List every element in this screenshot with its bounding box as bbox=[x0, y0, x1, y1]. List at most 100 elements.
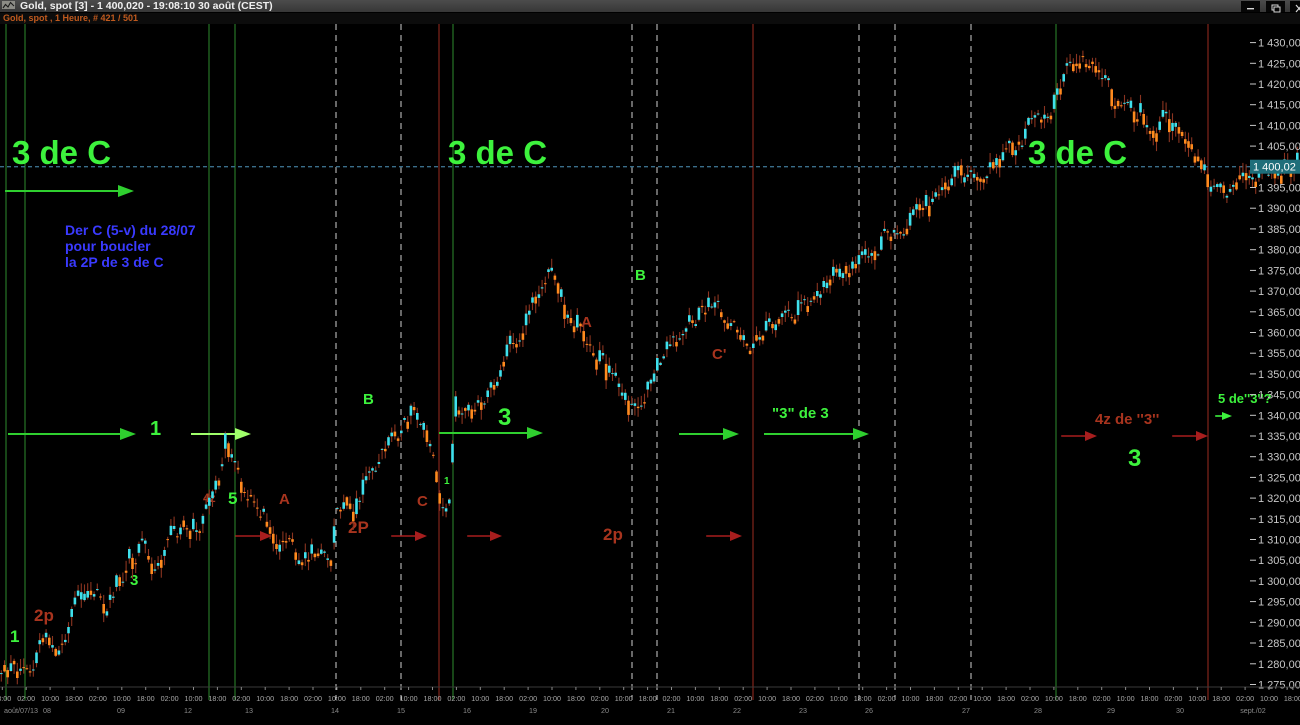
svg-text:18:00: 18:00 bbox=[710, 694, 728, 703]
svg-text:1 375,00: 1 375,00 bbox=[1258, 265, 1300, 277]
svg-text:1 320,00: 1 320,00 bbox=[1258, 493, 1300, 505]
svg-text:1: 1 bbox=[10, 627, 19, 646]
svg-text:18:00: 18:00 bbox=[1141, 694, 1159, 703]
svg-text:10:00: 10:00 bbox=[1260, 694, 1278, 703]
svg-text:16: 16 bbox=[463, 706, 471, 715]
svg-text:18:00: 18:00 bbox=[1069, 694, 1087, 703]
svg-text:02:00: 02:00 bbox=[734, 694, 752, 703]
svg-text:1 285,00: 1 285,00 bbox=[1258, 638, 1300, 650]
svg-text:1 315,00: 1 315,00 bbox=[1258, 514, 1300, 526]
svg-text:1 425,00: 1 425,00 bbox=[1258, 58, 1300, 70]
svg-text:12: 12 bbox=[184, 706, 192, 715]
svg-text:02:00: 02:00 bbox=[1021, 694, 1039, 703]
svg-text:août/07/13: août/07/13 bbox=[4, 706, 38, 715]
svg-text:23: 23 bbox=[799, 706, 807, 715]
svg-text:1 380,00: 1 380,00 bbox=[1258, 245, 1300, 257]
svg-text:1 345,00: 1 345,00 bbox=[1258, 390, 1300, 402]
svg-text:Der C (5-v) du 28/07: Der C (5-v) du 28/07 bbox=[65, 222, 196, 238]
svg-text:2P: 2P bbox=[348, 518, 369, 537]
svg-text:10:00: 10:00 bbox=[543, 694, 561, 703]
svg-text:02:00: 02:00 bbox=[878, 694, 896, 703]
svg-text:10:00: 10:00 bbox=[471, 694, 489, 703]
svg-text:13: 13 bbox=[245, 706, 253, 715]
svg-text:10:00: 10:00 bbox=[113, 694, 131, 703]
svg-text:10:00: 10:00 bbox=[400, 694, 418, 703]
svg-text:18:00: 18:00 bbox=[567, 694, 585, 703]
svg-text:18:00: 18:00 bbox=[925, 694, 943, 703]
svg-text:27: 27 bbox=[962, 706, 970, 715]
svg-text:22: 22 bbox=[733, 706, 741, 715]
svg-text:B: B bbox=[363, 391, 374, 408]
svg-text:1: 1 bbox=[150, 418, 161, 440]
svg-text:02:00: 02:00 bbox=[1164, 694, 1182, 703]
svg-text:1 280,00: 1 280,00 bbox=[1258, 659, 1300, 671]
svg-text:1 385,00: 1 385,00 bbox=[1258, 224, 1300, 236]
svg-text:1 370,00: 1 370,00 bbox=[1258, 286, 1300, 298]
svg-text:18:00: 18:00 bbox=[352, 694, 370, 703]
svg-text:10:00: 10:00 bbox=[758, 694, 776, 703]
svg-text:4z de ''3'': 4z de ''3'' bbox=[1095, 411, 1159, 428]
svg-text:10:00: 10:00 bbox=[1117, 694, 1135, 703]
svg-text:18:00: 18:00 bbox=[997, 694, 1015, 703]
svg-text:sept./02: sept./02 bbox=[1240, 706, 1266, 715]
svg-text:02:00: 02:00 bbox=[1093, 694, 1111, 703]
svg-text:02:00: 02:00 bbox=[806, 694, 824, 703]
svg-text:18:00: 18:00 bbox=[0, 694, 11, 703]
svg-text:18:00: 18:00 bbox=[639, 694, 657, 703]
svg-text:02:00: 02:00 bbox=[376, 694, 394, 703]
svg-text:10:00: 10:00 bbox=[615, 694, 633, 703]
svg-text:10:00: 10:00 bbox=[902, 694, 920, 703]
svg-text:10:00: 10:00 bbox=[830, 694, 848, 703]
svg-text:02:00: 02:00 bbox=[232, 694, 250, 703]
svg-text:02:00: 02:00 bbox=[304, 694, 322, 703]
svg-text:la 2P de 3 de C: la 2P de 3 de C bbox=[65, 254, 164, 270]
svg-text:08: 08 bbox=[43, 706, 51, 715]
svg-text:10:00: 10:00 bbox=[973, 694, 991, 703]
svg-text:C': C' bbox=[712, 346, 726, 363]
svg-text:C: C bbox=[417, 493, 428, 510]
svg-text:1 395,00: 1 395,00 bbox=[1258, 183, 1300, 195]
svg-text:02:00: 02:00 bbox=[17, 694, 35, 703]
svg-text:18:00: 18:00 bbox=[495, 694, 513, 703]
svg-text:30: 30 bbox=[1176, 706, 1184, 715]
svg-text:10:00: 10:00 bbox=[1188, 694, 1206, 703]
svg-text:14: 14 bbox=[331, 706, 339, 715]
svg-text:1 355,00: 1 355,00 bbox=[1258, 348, 1300, 360]
svg-text:1 390,00: 1 390,00 bbox=[1258, 203, 1300, 215]
svg-text:28: 28 bbox=[1034, 706, 1042, 715]
svg-text:3 de C: 3 de C bbox=[448, 134, 547, 171]
svg-text:1 410,00: 1 410,00 bbox=[1258, 120, 1300, 132]
svg-text:1 340,00: 1 340,00 bbox=[1258, 410, 1300, 422]
svg-text:15: 15 bbox=[397, 706, 405, 715]
svg-text:02:00: 02:00 bbox=[949, 694, 967, 703]
svg-text:1 335,00: 1 335,00 bbox=[1258, 431, 1300, 443]
svg-text:pour boucler: pour boucler bbox=[65, 238, 151, 254]
svg-text:18:00: 18:00 bbox=[65, 694, 83, 703]
svg-text:20: 20 bbox=[601, 706, 609, 715]
svg-text:A: A bbox=[279, 491, 290, 508]
svg-text:1 350,00: 1 350,00 bbox=[1258, 369, 1300, 381]
svg-text:10:00: 10:00 bbox=[1045, 694, 1063, 703]
svg-text:10:00: 10:00 bbox=[328, 694, 346, 703]
svg-text:18:00: 18:00 bbox=[280, 694, 298, 703]
svg-text:1 415,00: 1 415,00 bbox=[1258, 100, 1300, 112]
svg-text:10:00: 10:00 bbox=[185, 694, 203, 703]
svg-text:"3" de 3: "3" de 3 bbox=[772, 405, 829, 422]
svg-text:02:00: 02:00 bbox=[663, 694, 681, 703]
svg-text:1 295,00: 1 295,00 bbox=[1258, 597, 1300, 609]
svg-text:18:00: 18:00 bbox=[137, 694, 155, 703]
svg-text:18:00: 18:00 bbox=[424, 694, 442, 703]
svg-text:3: 3 bbox=[1128, 445, 1141, 472]
svg-text:02:00: 02:00 bbox=[591, 694, 609, 703]
svg-text:1 300,00: 1 300,00 bbox=[1258, 576, 1300, 588]
svg-text:18:00: 18:00 bbox=[208, 694, 226, 703]
svg-text:10:00: 10:00 bbox=[41, 694, 59, 703]
svg-text:1: 1 bbox=[444, 476, 450, 487]
svg-text:3 de C: 3 de C bbox=[1028, 134, 1127, 171]
svg-text:19: 19 bbox=[529, 706, 537, 715]
svg-text:1 325,00: 1 325,00 bbox=[1258, 472, 1300, 484]
svg-text:1 430,00: 1 430,00 bbox=[1258, 38, 1300, 50]
svg-text:1 275,00: 1 275,00 bbox=[1258, 680, 1300, 692]
svg-text:3: 3 bbox=[130, 572, 138, 589]
svg-text:26: 26 bbox=[865, 706, 873, 715]
